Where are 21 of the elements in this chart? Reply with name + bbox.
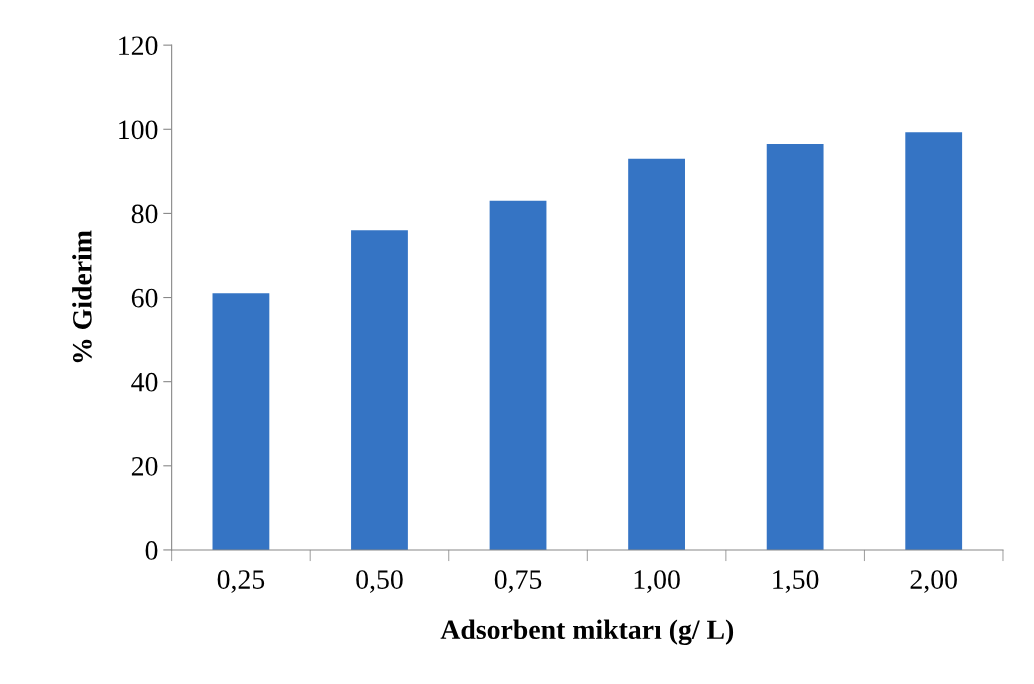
- x-tick-label: 0,25: [217, 570, 265, 593]
- bar: [212, 293, 270, 550]
- x-tick-label: 1,50: [773, 570, 819, 593]
- y-tick-label: 60: [131, 288, 158, 308]
- y-tick-label: 80: [131, 204, 158, 224]
- y-tick-label: 120: [119, 36, 158, 56]
- y-tick-label: 20: [131, 456, 158, 476]
- x-tick-label: 1,00: [634, 570, 680, 593]
- bar: [905, 132, 963, 550]
- x-tick-label: 0,50: [356, 570, 403, 593]
- y-tick-label: 40: [131, 372, 158, 392]
- bar: [628, 158, 685, 550]
- y-tick-label: 100: [119, 120, 158, 140]
- bar: [489, 200, 547, 550]
- y-tick-label: 0: [145, 541, 158, 560]
- bar: [766, 144, 824, 550]
- bar: [351, 230, 408, 550]
- x-tick-label: 0,75: [494, 570, 542, 593]
- y-axis-title: % Giderim: [72, 230, 92, 363]
- x-axis-title: Adsorbent miktarı (g/ L): [440, 619, 734, 645]
- x-tick-label: 2,00: [910, 570, 957, 593]
